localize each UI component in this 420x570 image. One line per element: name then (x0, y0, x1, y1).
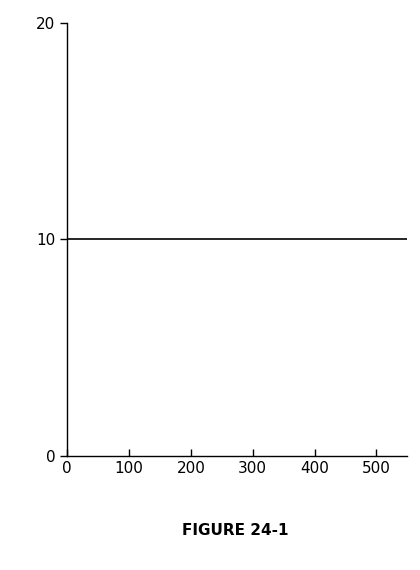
Text: FIGURE 24-1: FIGURE 24-1 (182, 523, 289, 538)
